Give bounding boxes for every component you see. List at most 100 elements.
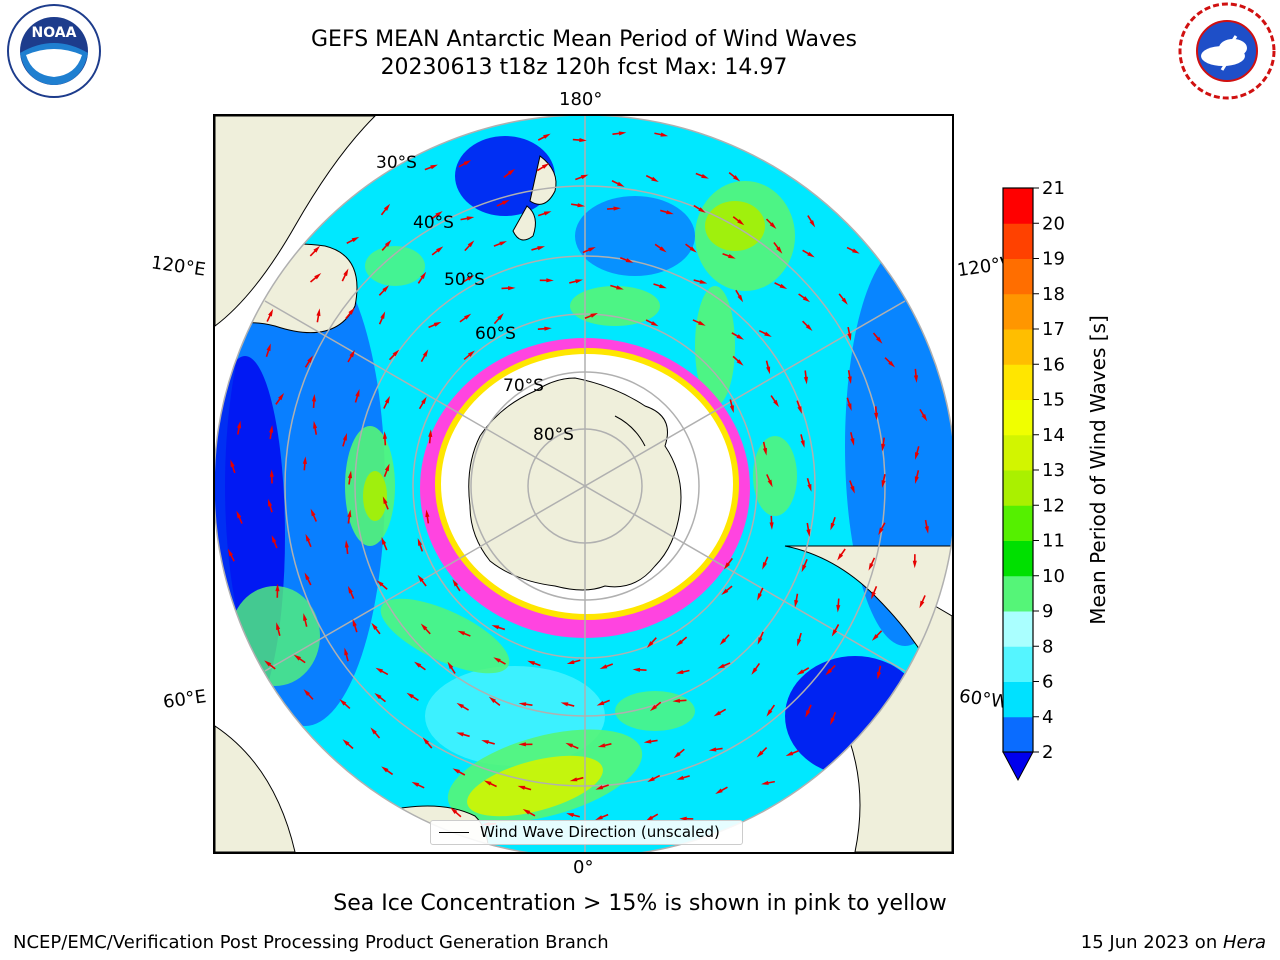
wind-arrow-head bbox=[868, 562, 874, 571]
wind-arrow-head bbox=[595, 785, 604, 790]
wind-arrow-head bbox=[613, 206, 621, 211]
wind-arrow-head bbox=[881, 443, 886, 452]
colorbar-tick-label: 20 bbox=[1042, 213, 1065, 234]
wind-arrow-head bbox=[347, 509, 352, 518]
wind-arrow-head bbox=[632, 667, 641, 672]
wind-arrow-head bbox=[595, 815, 603, 820]
wind-arrow-head bbox=[797, 406, 802, 414]
wind-arrow-head bbox=[871, 634, 879, 641]
wind-arrow-head bbox=[689, 246, 697, 253]
lon-label-180: 180° bbox=[559, 89, 603, 110]
wind-arrow-head bbox=[384, 463, 390, 472]
lon-label-0: 0° bbox=[573, 857, 594, 878]
colorbar-segment bbox=[1003, 611, 1033, 647]
colorbar-tick-label: 8 bbox=[1042, 636, 1053, 657]
wind-arrow-head bbox=[417, 538, 423, 546]
wind-arrow-head bbox=[527, 660, 535, 666]
wind-arrow-head bbox=[847, 376, 852, 385]
lon-label-60e: 60°E bbox=[161, 686, 208, 713]
colorbar-tick-label: 10 bbox=[1042, 566, 1065, 587]
wind-arrow-head bbox=[769, 222, 777, 229]
wind-arrow-head bbox=[761, 780, 769, 785]
wind-arrow-head bbox=[737, 219, 745, 226]
colorbar-tick-label: 2 bbox=[1042, 742, 1053, 763]
wind-arrow-head bbox=[352, 618, 357, 627]
wind-arrow-head bbox=[518, 742, 526, 747]
wind-arrow-head bbox=[913, 375, 919, 383]
wind-arrow-head bbox=[497, 313, 504, 321]
wind-arrow-head bbox=[507, 168, 516, 176]
wind-arrow-head bbox=[507, 286, 516, 291]
colorbar-tick-label: 15 bbox=[1042, 390, 1065, 411]
wind-arrow-head bbox=[881, 480, 886, 488]
wind-arrow-head bbox=[673, 751, 681, 759]
wind-arrow-head bbox=[546, 278, 554, 283]
wind-arrow-head bbox=[344, 647, 349, 656]
wind-arrow-head bbox=[675, 669, 684, 674]
wind-arrow-head bbox=[769, 522, 774, 530]
wind-arrow-head bbox=[278, 392, 285, 401]
wind-arrow-head bbox=[847, 333, 852, 341]
antarctic-map bbox=[215, 116, 952, 852]
colorbar-segment bbox=[1003, 329, 1033, 365]
noaa-logo: NOAA bbox=[7, 4, 101, 98]
wind-arrow-head bbox=[375, 667, 384, 674]
footer-date: 15 Jun 2023 on Hera bbox=[1081, 932, 1266, 953]
wind-arrow-head bbox=[450, 807, 458, 815]
colorbar-label: Mean Period of Wind Waves [s] bbox=[1086, 315, 1110, 625]
land-madagascar-area bbox=[215, 725, 296, 852]
colorbar-segment bbox=[1003, 470, 1033, 506]
wind-arrow-head bbox=[836, 604, 841, 613]
wind-arrow-head bbox=[452, 579, 459, 587]
wind-arrow-head bbox=[719, 638, 727, 646]
wind-arrow-head bbox=[625, 258, 634, 263]
colorbar-segment bbox=[1003, 540, 1033, 577]
wind-arrow-head bbox=[699, 279, 708, 284]
wind-arrow-head bbox=[809, 220, 816, 228]
wind-arrow-head bbox=[617, 181, 625, 187]
wind-arrow-head bbox=[566, 659, 575, 664]
wind-arrow-head bbox=[841, 297, 848, 305]
wind-arrow-head bbox=[915, 452, 920, 460]
wind-arrow-head bbox=[313, 420, 318, 429]
wind-arrow-head bbox=[728, 254, 736, 259]
wind-arrow-head bbox=[293, 654, 301, 661]
lat-label-70s: 70°S bbox=[503, 376, 544, 396]
wind-arrow-head bbox=[698, 207, 706, 213]
wind-arrow-head bbox=[374, 693, 382, 700]
wind-arrow-head bbox=[800, 440, 805, 448]
wind-arrow-head bbox=[779, 283, 788, 289]
wind-arrow-head bbox=[456, 732, 464, 737]
wind-arrow-head bbox=[736, 359, 744, 366]
wind-arrow-head bbox=[348, 307, 355, 315]
wind-arrow-head bbox=[921, 413, 928, 422]
wind-arrow-head bbox=[380, 311, 386, 320]
lat-label-60s: 60°S bbox=[475, 324, 516, 344]
lon-label-120e: 120°E bbox=[149, 252, 207, 281]
wind-arrow-head bbox=[430, 164, 438, 170]
wind-arrow-head bbox=[649, 704, 657, 712]
wind-arrow-head bbox=[370, 727, 377, 735]
wind-arrow-head bbox=[618, 131, 627, 136]
wind-arrow-head bbox=[269, 425, 274, 433]
wind-arrow-head bbox=[384, 395, 390, 404]
wind-arrow-head bbox=[230, 459, 235, 468]
wind-arrow-head bbox=[764, 331, 772, 337]
wind-arrow-head bbox=[776, 246, 783, 254]
map-frame: Wind Wave Direction (unscaled) bbox=[213, 114, 954, 854]
wind-arrow-head bbox=[852, 248, 860, 254]
wind-arrow-head bbox=[580, 174, 589, 180]
wind-arrow-head bbox=[794, 599, 799, 608]
wind-arrow-head bbox=[767, 479, 773, 488]
wind-arrow-head bbox=[435, 211, 443, 218]
colorbar-segment bbox=[1003, 293, 1033, 330]
wind-arrows bbox=[227, 131, 929, 827]
colorbar-segment bbox=[1003, 716, 1033, 753]
wind-arrow-head bbox=[314, 273, 322, 280]
colorbar-tick-label: 18 bbox=[1042, 284, 1065, 305]
wind-arrow-head bbox=[721, 588, 729, 596]
wind-arrow-head bbox=[420, 623, 428, 631]
colorbar-segment bbox=[1003, 681, 1033, 718]
wind-arrow-head bbox=[733, 175, 741, 182]
wind-arrow-head bbox=[383, 203, 391, 211]
